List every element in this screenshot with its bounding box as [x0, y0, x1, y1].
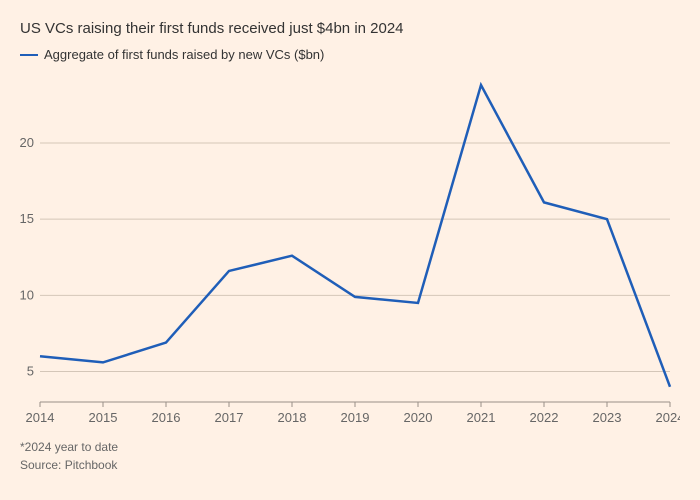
x-tick-label: 2022: [530, 410, 559, 425]
chart-title: US VCs raising their first funds receive…: [20, 20, 680, 37]
legend-label: Aggregate of first funds raised by new V…: [44, 47, 324, 62]
x-tick-label: 2015: [89, 410, 118, 425]
x-tick-label: 2019: [341, 410, 370, 425]
footnote-ytd: *2024 year to date: [20, 438, 680, 456]
y-tick-label: 20: [20, 135, 34, 150]
y-tick-label: 15: [20, 211, 34, 226]
x-tick-label: 2024: [656, 410, 680, 425]
x-tick-label: 2020: [404, 410, 433, 425]
chart-svg: 5 10 15 20 2014 2015 2016 2017 2018 2019 2020 2021 2…: [20, 70, 680, 430]
chart-legend: Aggregate of first funds raised by new V…: [20, 47, 680, 62]
x-tick-label: 2021: [467, 410, 496, 425]
x-tick-label: 2023: [593, 410, 622, 425]
y-tick-label: 10: [20, 287, 34, 302]
chart-footnotes: *2024 year to date Source: Pitchbook: [20, 438, 680, 474]
data-line-first-funds: [40, 85, 670, 387]
footnote-source: Source: Pitchbook: [20, 456, 680, 474]
x-tick-label: 2018: [278, 410, 307, 425]
x-tick-label: 2014: [26, 410, 55, 425]
x-tick-label: 2016: [152, 410, 181, 425]
chart-container: US VCs raising their first funds receive…: [0, 0, 700, 500]
chart-plot: 5 10 15 20 2014 2015 2016 2017 2018 2019 2020 2021 2…: [20, 70, 680, 430]
x-tick-label: 2017: [215, 410, 244, 425]
legend-swatch: [20, 54, 38, 56]
y-tick-label: 5: [27, 364, 34, 379]
